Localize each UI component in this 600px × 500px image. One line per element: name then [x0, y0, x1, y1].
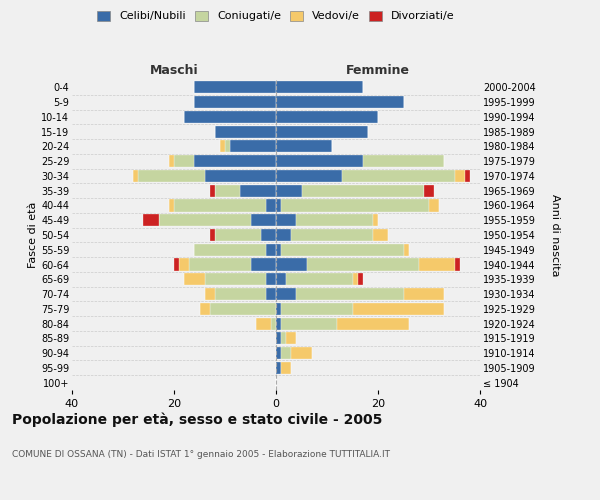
Bar [230, 140, 276, 152]
Bar [174, 258, 179, 270]
Bar [276, 332, 281, 344]
Bar [281, 332, 286, 344]
Bar [138, 170, 205, 182]
Bar [276, 258, 307, 270]
Bar [194, 155, 276, 167]
Bar [373, 229, 388, 241]
Bar [184, 111, 276, 123]
Bar [194, 82, 276, 94]
Legend: Celibi/Nubili, Coniugati/e, Vedovi/e, Divorziati/e: Celibi/Nubili, Coniugati/e, Vedovi/e, Di… [97, 10, 455, 22]
Bar [225, 140, 230, 152]
Bar [194, 96, 276, 108]
Bar [276, 126, 368, 138]
Bar [342, 170, 455, 182]
Bar [281, 318, 337, 330]
Bar [281, 244, 404, 256]
Bar [251, 214, 276, 226]
Bar [286, 273, 353, 285]
Bar [292, 229, 373, 241]
Bar [281, 347, 292, 359]
Bar [404, 288, 444, 300]
Bar [296, 214, 373, 226]
Bar [179, 258, 190, 270]
Bar [251, 258, 276, 270]
Bar [276, 318, 281, 330]
Bar [455, 258, 460, 270]
Bar [373, 214, 378, 226]
Bar [281, 303, 353, 315]
Bar [358, 273, 363, 285]
Bar [205, 170, 276, 182]
Bar [302, 184, 424, 197]
Bar [465, 170, 470, 182]
Bar [143, 214, 158, 226]
Bar [184, 273, 205, 285]
Bar [362, 155, 444, 167]
Bar [266, 288, 276, 300]
Bar [266, 244, 276, 256]
Y-axis label: Fasce di età: Fasce di età [28, 202, 38, 268]
Bar [276, 170, 342, 182]
Bar [276, 244, 281, 256]
Bar [281, 362, 292, 374]
Bar [292, 347, 312, 359]
Bar [276, 362, 281, 374]
Bar [455, 170, 465, 182]
Bar [215, 184, 240, 197]
Bar [169, 200, 174, 211]
Bar [271, 318, 276, 330]
Bar [276, 155, 362, 167]
Bar [337, 318, 409, 330]
Bar [353, 303, 444, 315]
Bar [419, 258, 455, 270]
Bar [307, 258, 419, 270]
Bar [260, 229, 276, 241]
Bar [296, 288, 404, 300]
Bar [429, 200, 439, 211]
Bar [424, 184, 434, 197]
Bar [210, 184, 215, 197]
Bar [215, 288, 266, 300]
Bar [276, 184, 302, 197]
Bar [266, 200, 276, 211]
Y-axis label: Anni di nascita: Anni di nascita [550, 194, 560, 276]
Bar [220, 140, 225, 152]
Bar [276, 303, 281, 315]
Bar [286, 332, 296, 344]
Bar [281, 200, 429, 211]
Bar [158, 214, 251, 226]
Bar [205, 273, 266, 285]
Bar [276, 200, 281, 211]
Bar [194, 244, 266, 256]
Bar [174, 200, 266, 211]
Text: COMUNE DI OSSANA (TN) - Dati ISTAT 1° gennaio 2005 - Elaborazione TUTTITALIA.IT: COMUNE DI OSSANA (TN) - Dati ISTAT 1° ge… [12, 450, 390, 459]
Bar [215, 229, 260, 241]
Bar [276, 96, 404, 108]
Bar [266, 273, 276, 285]
Text: Femmine: Femmine [346, 64, 410, 77]
Bar [276, 273, 286, 285]
Bar [256, 318, 271, 330]
Bar [276, 347, 281, 359]
Bar [205, 288, 215, 300]
Bar [210, 229, 215, 241]
Bar [276, 288, 296, 300]
Bar [276, 214, 296, 226]
Bar [276, 140, 332, 152]
Bar [276, 82, 362, 94]
Bar [190, 258, 251, 270]
Bar [199, 303, 210, 315]
Text: Maschi: Maschi [149, 64, 199, 77]
Bar [404, 244, 409, 256]
Text: Popolazione per età, sesso e stato civile - 2005: Popolazione per età, sesso e stato civil… [12, 412, 382, 427]
Bar [276, 111, 378, 123]
Bar [215, 126, 276, 138]
Bar [276, 229, 292, 241]
Bar [169, 155, 174, 167]
Bar [240, 184, 276, 197]
Bar [174, 155, 194, 167]
Bar [353, 273, 358, 285]
Bar [133, 170, 138, 182]
Bar [210, 303, 276, 315]
